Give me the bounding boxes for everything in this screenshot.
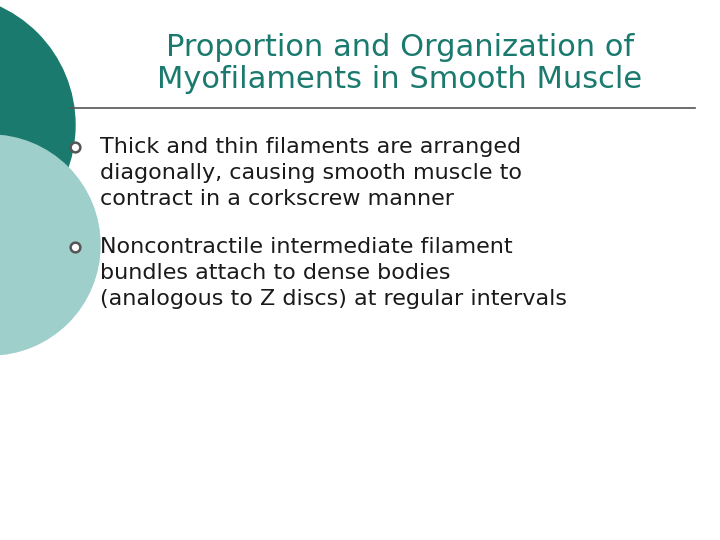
Text: diagonally, causing smooth muscle to: diagonally, causing smooth muscle to: [100, 163, 522, 183]
Text: Proportion and Organization of: Proportion and Organization of: [166, 32, 634, 62]
Text: (analogous to Z discs) at regular intervals: (analogous to Z discs) at regular interv…: [100, 289, 567, 309]
Text: Myofilaments in Smooth Muscle: Myofilaments in Smooth Muscle: [158, 65, 642, 94]
Text: contract in a corkscrew manner: contract in a corkscrew manner: [100, 189, 454, 209]
Text: Thick and thin filaments are arranged: Thick and thin filaments are arranged: [100, 137, 521, 157]
Text: Noncontractile intermediate filament: Noncontractile intermediate filament: [100, 237, 513, 257]
Circle shape: [0, 135, 100, 355]
Circle shape: [0, 0, 75, 255]
Text: bundles attach to dense bodies: bundles attach to dense bodies: [100, 263, 451, 283]
